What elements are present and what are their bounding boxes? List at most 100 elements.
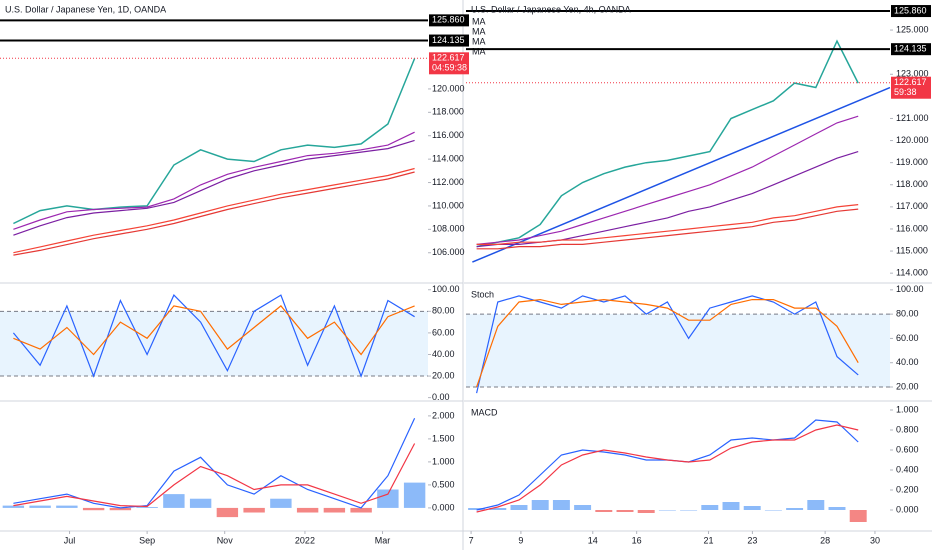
x-tick-label: 28: [820, 535, 830, 545]
histogram-bar: [828, 507, 846, 510]
histogram-bar: [243, 507, 265, 513]
histogram-bar: [296, 507, 319, 513]
histogram-bar: [109, 507, 132, 511]
series-line: [476, 424, 859, 513]
histogram-bar: [403, 482, 426, 508]
y-tick-label: 116.000: [896, 223, 928, 233]
histogram-bar: [552, 500, 570, 510]
x-tick-label: 23: [747, 535, 757, 545]
y-tick-label: 120.000: [896, 135, 929, 145]
level-label: 124.135: [432, 35, 465, 45]
histogram-bar: [764, 510, 782, 511]
histogram-bar: [701, 505, 719, 510]
level-label: 124.135: [894, 44, 927, 54]
histogram-bar: [807, 500, 825, 510]
histogram-bar: [616, 510, 634, 512]
x-tick-label: Mar: [375, 535, 391, 545]
series-line: [13, 305, 415, 356]
histogram-bar: [468, 508, 486, 510]
level-label: 125.860: [894, 5, 927, 15]
y-tick-label: 114.000: [432, 154, 464, 164]
y-tick-label: 1.500: [432, 433, 455, 443]
y-tick-label: 114.000: [896, 268, 928, 278]
y-tick-label: 60.00: [896, 333, 919, 343]
y-tick-label: 106.000: [432, 247, 465, 257]
y-tick-label: 112.000: [432, 177, 464, 187]
series-line: [476, 204, 859, 245]
level-label-box: [429, 14, 469, 27]
pane-title: Stoch: [471, 289, 494, 299]
y-tick-label: 121.000: [896, 113, 929, 123]
y-tick-label: 0.600: [896, 444, 919, 454]
y-tick-label: 0.200: [896, 484, 919, 494]
last-price-label: 122.617: [894, 77, 927, 87]
histogram-bar: [56, 505, 78, 508]
y-tick-label: 0.400: [896, 464, 919, 474]
series-line: [13, 443, 416, 508]
series-line: [476, 115, 859, 245]
pane-title: MACD: [471, 407, 498, 417]
y-tick-label: 118.000: [896, 179, 928, 189]
legend-entry: MA: [472, 26, 486, 36]
histogram-bar: [350, 507, 372, 513]
y-tick-label: 0.000: [432, 502, 455, 512]
histogram-bar: [270, 498, 292, 508]
y-tick-label: 120.000: [432, 83, 465, 93]
x-tick-label: 16: [632, 535, 642, 545]
series-line: [476, 39, 859, 248]
legend-entry: MA: [472, 16, 486, 26]
series-line: [476, 419, 859, 511]
countdown: 59:38: [894, 87, 917, 97]
histogram-bar: [743, 506, 761, 510]
histogram-bar: [722, 502, 740, 510]
histogram-bar: [637, 510, 655, 513]
y-tick-label: 125.000: [896, 24, 929, 34]
histogram-bar: [531, 500, 549, 510]
y-tick-label: 1.000: [896, 404, 919, 414]
histogram-bar: [29, 505, 51, 508]
y-tick-label: 123.000: [896, 69, 929, 79]
y-tick-label: 20.00: [896, 381, 919, 391]
level-label-box: [429, 34, 469, 47]
x-tick-label: 30: [870, 535, 880, 545]
level-label: 125.860: [432, 15, 465, 25]
y-tick-label: 100.00: [896, 284, 924, 294]
series-line: [13, 167, 415, 254]
last-price-label: 122.617: [432, 53, 465, 63]
histogram-bar: [574, 505, 592, 510]
last-price-box: [891, 76, 931, 99]
x-tick-label: 9: [518, 535, 523, 545]
y-tick-label: 40.00: [896, 357, 919, 367]
y-tick-label: 0.00: [432, 392, 450, 402]
pane-title: U.S. Dollar / Japanese Yen, 1D, OANDA: [5, 4, 166, 14]
legend-entry: MA: [472, 36, 486, 46]
series-line: [13, 139, 415, 236]
y-tick-label: 0.800: [896, 424, 919, 434]
series-line: [476, 295, 859, 394]
histogram-bar: [2, 505, 25, 508]
histogram-bar: [680, 510, 698, 511]
series-line: [13, 171, 415, 256]
x-tick-label: 14: [588, 535, 598, 545]
level-label-box: [891, 43, 931, 56]
y-tick-label: 117.000: [896, 201, 928, 211]
histogram-bar: [216, 507, 239, 518]
x-tick-label: Jul: [64, 535, 76, 545]
y-tick-label: 80.00: [896, 309, 919, 319]
y-tick-label: 116.000: [432, 130, 464, 140]
y-tick-label: 2.000: [432, 410, 455, 420]
histogram-bar: [786, 508, 804, 510]
y-tick-label: 40.00: [432, 349, 455, 359]
y-tick-label: 1.000: [432, 456, 455, 466]
x-tick-label: 21: [704, 535, 714, 545]
y-tick-label: 118.000: [432, 107, 464, 117]
x-tick-label: Nov: [217, 535, 234, 545]
series-line: [13, 131, 415, 230]
y-tick-label: 0.500: [432, 479, 455, 489]
y-tick-label: 108.000: [432, 224, 465, 234]
histogram-bar: [136, 506, 158, 508]
histogram-bar: [489, 508, 507, 510]
y-tick-label: 0.000: [896, 504, 919, 514]
pane-title: U.S. Dollar / Japanese Yen, 4h, OANDA: [471, 4, 631, 14]
